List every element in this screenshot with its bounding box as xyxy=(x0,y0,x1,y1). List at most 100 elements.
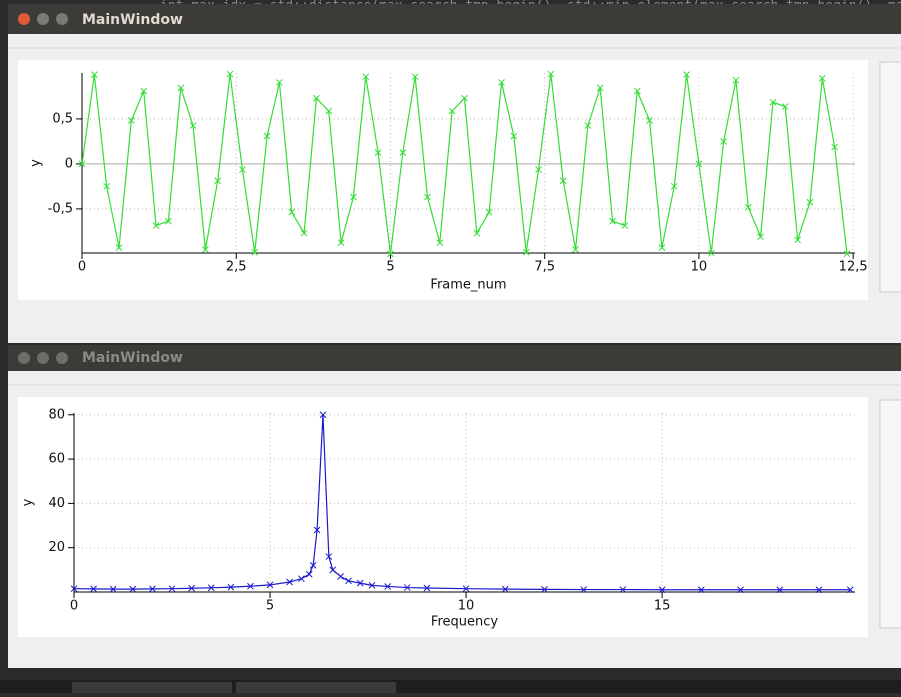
marker xyxy=(461,94,468,102)
marker xyxy=(535,166,542,173)
marker xyxy=(547,70,555,78)
marker xyxy=(300,229,308,237)
marker xyxy=(609,217,616,225)
marker xyxy=(781,103,789,110)
marker xyxy=(202,246,209,253)
y-tick-label: 0,5 xyxy=(52,111,73,126)
marker xyxy=(313,526,321,534)
marker xyxy=(744,203,752,211)
x-tick-label: 5 xyxy=(266,599,274,614)
marker xyxy=(214,177,222,185)
marker xyxy=(572,246,579,253)
marker xyxy=(707,249,715,257)
marker xyxy=(757,233,764,241)
marker xyxy=(424,193,431,201)
y-tick-label: 80 xyxy=(48,407,65,422)
marker xyxy=(448,107,456,115)
marker xyxy=(683,71,690,78)
marker xyxy=(309,562,317,569)
close-button[interactable] xyxy=(18,13,30,25)
tab[interactable] xyxy=(236,682,396,693)
window-title: MainWindow xyxy=(82,350,183,366)
marker xyxy=(769,98,777,106)
marker xyxy=(697,586,705,594)
marker xyxy=(70,585,78,593)
marker xyxy=(128,117,135,124)
marker xyxy=(298,575,305,583)
marker xyxy=(239,166,246,173)
marker xyxy=(843,250,851,258)
maximize-button[interactable] xyxy=(56,352,68,364)
marker xyxy=(436,239,444,247)
marker xyxy=(325,107,333,115)
x-tick-label: 15 xyxy=(654,599,671,614)
marker xyxy=(152,222,160,229)
marker xyxy=(541,585,548,593)
marker xyxy=(288,208,296,216)
marker xyxy=(115,244,123,251)
marker xyxy=(815,586,823,594)
marker xyxy=(658,244,666,251)
marker xyxy=(776,586,784,594)
marker xyxy=(103,182,111,190)
x-axis-label: Frame_num xyxy=(430,278,506,293)
y-tick-label: 60 xyxy=(48,452,65,467)
marker xyxy=(247,582,254,590)
marker xyxy=(485,208,493,216)
marker xyxy=(621,222,629,229)
marker xyxy=(498,79,505,86)
marker xyxy=(522,248,530,256)
x-tick-label: 7,5 xyxy=(534,260,555,275)
marker xyxy=(559,177,567,185)
marker xyxy=(399,149,407,157)
x-tick-label: 0 xyxy=(70,599,78,614)
marker xyxy=(337,239,345,247)
y-axis-label: y xyxy=(21,498,36,506)
marker xyxy=(251,248,259,256)
marker xyxy=(226,70,234,78)
marker xyxy=(368,582,376,589)
marker xyxy=(695,160,703,168)
marker xyxy=(356,579,364,587)
marker xyxy=(374,149,382,157)
close-button[interactable] xyxy=(18,352,30,364)
marker xyxy=(329,566,337,574)
marker xyxy=(670,182,678,190)
marker xyxy=(806,198,814,206)
marker xyxy=(90,71,98,78)
x-tick-label: 2,5 xyxy=(226,260,247,275)
marker xyxy=(584,122,592,129)
marker xyxy=(580,586,588,593)
y-tick-label: -0,5 xyxy=(48,201,73,216)
marker xyxy=(423,584,431,592)
marker xyxy=(403,584,411,591)
marker xyxy=(510,132,518,140)
maximize-button[interactable] xyxy=(56,13,68,25)
x-tick-label: 10 xyxy=(458,599,475,614)
marker xyxy=(78,160,86,168)
marker xyxy=(387,250,394,258)
marker xyxy=(345,577,352,585)
marker xyxy=(149,585,156,593)
y-tick-label: 40 xyxy=(48,496,65,511)
y-tick-label: 0 xyxy=(65,156,73,171)
marker xyxy=(188,584,195,592)
marker xyxy=(189,122,197,129)
window-title: MainWindow xyxy=(82,12,183,28)
marker xyxy=(732,76,740,84)
minimize-button[interactable] xyxy=(37,352,49,364)
x-axis-label: Frequency xyxy=(431,615,498,630)
minimize-button[interactable] xyxy=(37,13,49,25)
tab[interactable] xyxy=(72,682,232,693)
marker xyxy=(286,578,293,586)
y-tick-label: 20 xyxy=(48,540,65,555)
plot-panel xyxy=(18,397,868,637)
marker xyxy=(501,585,509,593)
marker xyxy=(646,117,653,124)
marker xyxy=(263,132,271,140)
plot-panel xyxy=(18,60,868,300)
marker xyxy=(109,585,117,593)
marker xyxy=(794,236,801,244)
marker xyxy=(462,585,470,593)
